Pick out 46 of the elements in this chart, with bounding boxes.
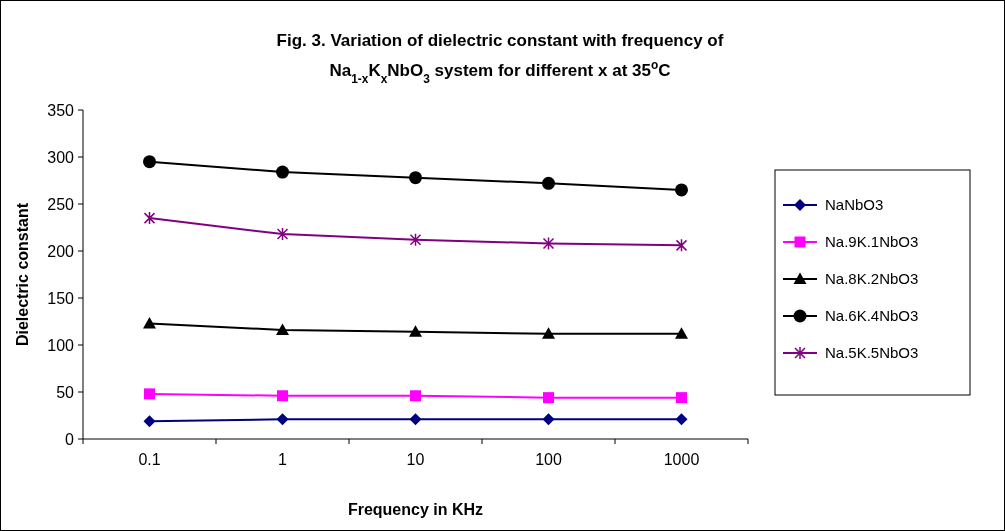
x-tick-label: 10 bbox=[406, 451, 425, 468]
point bbox=[409, 232, 422, 247]
x-tick-label: 1 bbox=[278, 451, 288, 468]
y-tick-label: 100 bbox=[47, 336, 75, 354]
y-tick-label: 250 bbox=[47, 195, 75, 213]
chart-title: Fig. 3. Variation of dielectric constant with frequency of Na$_{1-x}$K$_{x}$NbO$_{3}$ system for different x at 35$^{o}$C bbox=[276, 31, 724, 86]
point bbox=[276, 165, 289, 179]
point bbox=[543, 392, 554, 404]
y-tick-label: 150 bbox=[47, 289, 75, 307]
y-tick-label: 300 bbox=[47, 148, 75, 166]
point bbox=[276, 413, 289, 426]
x-tick-label: 0.1 bbox=[138, 451, 161, 468]
point bbox=[542, 236, 555, 251]
legend-label: Na.8K.2NbO3 bbox=[825, 270, 919, 288]
point bbox=[276, 323, 289, 335]
point bbox=[143, 155, 156, 169]
point bbox=[409, 325, 422, 337]
y-tick-label: 350 bbox=[47, 101, 75, 119]
point bbox=[675, 327, 688, 339]
x-axis-title: Frequency in KHz bbox=[347, 501, 484, 518]
point bbox=[675, 238, 688, 253]
point bbox=[409, 171, 422, 185]
point bbox=[542, 176, 555, 190]
y-tick-label: 200 bbox=[47, 242, 75, 260]
point bbox=[143, 316, 156, 329]
point bbox=[675, 183, 688, 197]
point bbox=[676, 392, 687, 404]
point bbox=[542, 413, 555, 426]
point bbox=[410, 390, 421, 402]
legend-label: Na.5K.5NbO3 bbox=[825, 344, 919, 362]
x-tick-label: 1000 bbox=[663, 451, 700, 468]
point bbox=[143, 415, 156, 428]
legend-label: Na.6K.4NbO3 bbox=[825, 307, 919, 325]
point bbox=[144, 388, 155, 400]
point bbox=[542, 327, 555, 339]
y-axis-title: Dielectric constant bbox=[14, 202, 31, 347]
point bbox=[409, 413, 422, 426]
x-tick-label: 100 bbox=[535, 451, 562, 468]
point bbox=[276, 227, 289, 241]
point bbox=[143, 211, 156, 225]
legend-label: NaNbO3 bbox=[825, 196, 884, 214]
y-tick-label: 0 bbox=[65, 430, 75, 448]
point bbox=[675, 413, 688, 426]
legend-label: Na.9K.1NbO3 bbox=[825, 233, 919, 251]
point bbox=[277, 390, 288, 402]
y-tick-label: 50 bbox=[56, 383, 75, 401]
